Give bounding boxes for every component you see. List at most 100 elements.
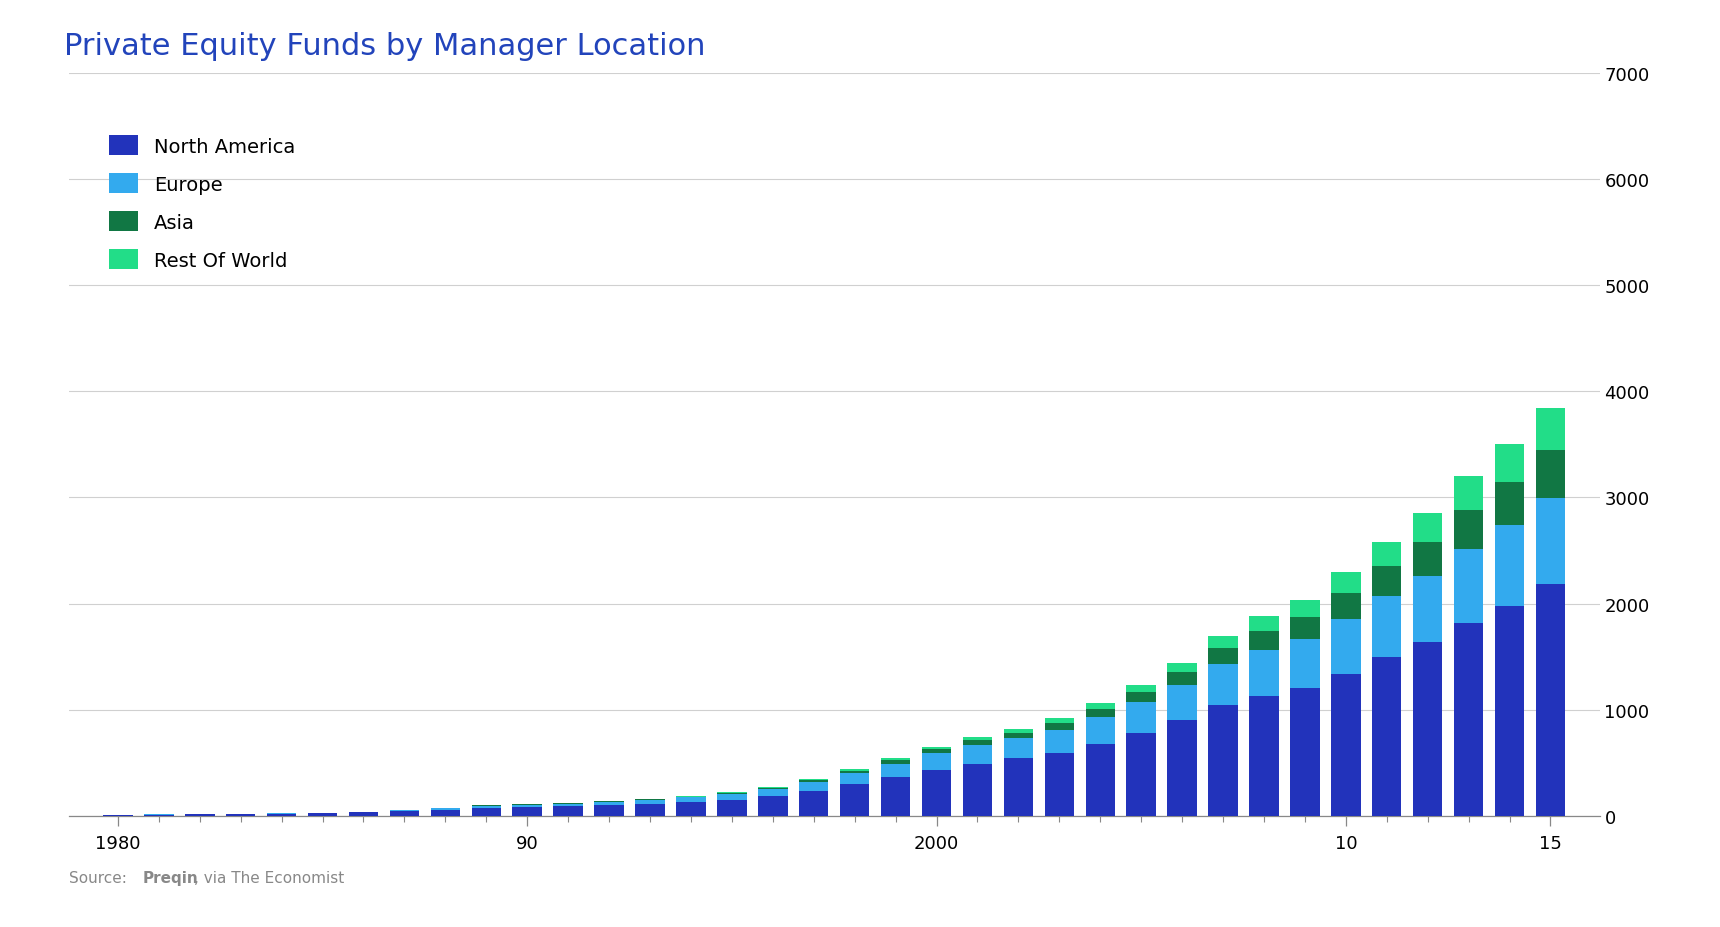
Bar — [800, 779, 829, 780]
Bar — [839, 769, 869, 771]
Bar — [759, 789, 788, 796]
Bar — [676, 797, 705, 802]
Bar — [963, 737, 992, 741]
Bar — [963, 745, 992, 764]
Bar — [881, 760, 910, 764]
Bar — [717, 794, 746, 800]
Bar — [922, 754, 951, 770]
Bar — [1168, 663, 1197, 672]
Bar — [1373, 566, 1402, 597]
Bar — [635, 804, 664, 816]
Bar — [1373, 542, 1402, 566]
Bar — [1453, 623, 1483, 816]
Bar — [1412, 642, 1443, 816]
Bar — [1127, 685, 1156, 692]
Bar — [922, 770, 951, 816]
Bar — [1453, 477, 1483, 511]
Bar — [1209, 648, 1238, 665]
Bar — [144, 815, 174, 816]
Bar — [1495, 445, 1524, 482]
Bar — [1004, 738, 1034, 758]
Bar — [1373, 657, 1402, 816]
Bar — [881, 758, 910, 760]
Bar — [1044, 723, 1073, 730]
Bar — [1536, 499, 1565, 585]
Bar — [839, 773, 869, 784]
Bar — [1004, 758, 1034, 816]
Bar — [1249, 650, 1278, 696]
Bar — [1168, 720, 1197, 816]
Bar — [963, 764, 992, 816]
Bar — [1085, 709, 1115, 717]
Bar — [554, 804, 583, 806]
Bar — [717, 800, 746, 816]
Bar — [513, 807, 542, 816]
Text: Private Equity Funds by Manager Location: Private Equity Funds by Manager Location — [64, 32, 705, 61]
Bar — [800, 782, 829, 791]
Bar — [595, 802, 624, 806]
Bar — [1085, 704, 1115, 709]
Bar — [595, 806, 624, 816]
Bar — [1127, 733, 1156, 816]
Bar — [1373, 597, 1402, 657]
Bar — [1168, 685, 1197, 720]
Bar — [1127, 692, 1156, 703]
Bar — [1290, 617, 1319, 640]
Bar — [1004, 733, 1034, 738]
Bar — [1412, 514, 1443, 542]
Bar — [430, 808, 459, 810]
Bar — [1331, 593, 1361, 619]
Bar — [1085, 743, 1115, 816]
Bar — [881, 778, 910, 816]
Bar — [1249, 696, 1278, 816]
Text: Preqin: Preqin — [143, 870, 198, 885]
Bar — [308, 813, 337, 816]
Bar — [800, 791, 829, 816]
Text: Source:: Source: — [69, 870, 131, 885]
Bar — [1331, 573, 1361, 593]
Bar — [1536, 585, 1565, 816]
Bar — [1044, 753, 1073, 816]
Bar — [881, 764, 910, 778]
Bar — [1209, 636, 1238, 648]
Bar — [1085, 717, 1115, 743]
Bar — [1331, 674, 1361, 816]
Bar — [1044, 730, 1073, 753]
Bar — [635, 800, 664, 804]
Bar — [800, 780, 829, 782]
Bar — [1495, 526, 1524, 606]
Bar — [922, 750, 951, 754]
Bar — [676, 802, 705, 816]
Bar — [1453, 511, 1483, 549]
Bar — [1249, 631, 1278, 650]
Bar — [1412, 542, 1443, 577]
Bar — [1495, 606, 1524, 816]
Bar — [1127, 703, 1156, 733]
Bar — [554, 806, 583, 816]
Bar — [1412, 577, 1443, 642]
Bar — [1209, 705, 1238, 816]
Bar — [759, 796, 788, 816]
Bar — [1536, 409, 1565, 451]
Bar — [225, 814, 256, 816]
Bar — [1290, 600, 1319, 617]
Bar — [1536, 451, 1565, 499]
Bar — [1290, 689, 1319, 816]
Bar — [390, 810, 420, 811]
Bar — [1331, 619, 1361, 674]
Bar — [1495, 482, 1524, 526]
Bar — [471, 808, 501, 816]
Bar — [267, 814, 296, 816]
Bar — [1209, 665, 1238, 705]
Bar — [186, 815, 215, 816]
Bar — [349, 813, 378, 816]
Bar — [1249, 616, 1278, 631]
Bar — [513, 805, 542, 807]
Bar — [1168, 672, 1197, 685]
Bar — [759, 788, 788, 789]
Bar — [1453, 549, 1483, 623]
Bar — [1004, 729, 1034, 733]
Text: , via The Economist: , via The Economist — [194, 870, 344, 885]
Bar — [839, 784, 869, 816]
Bar — [839, 771, 869, 773]
